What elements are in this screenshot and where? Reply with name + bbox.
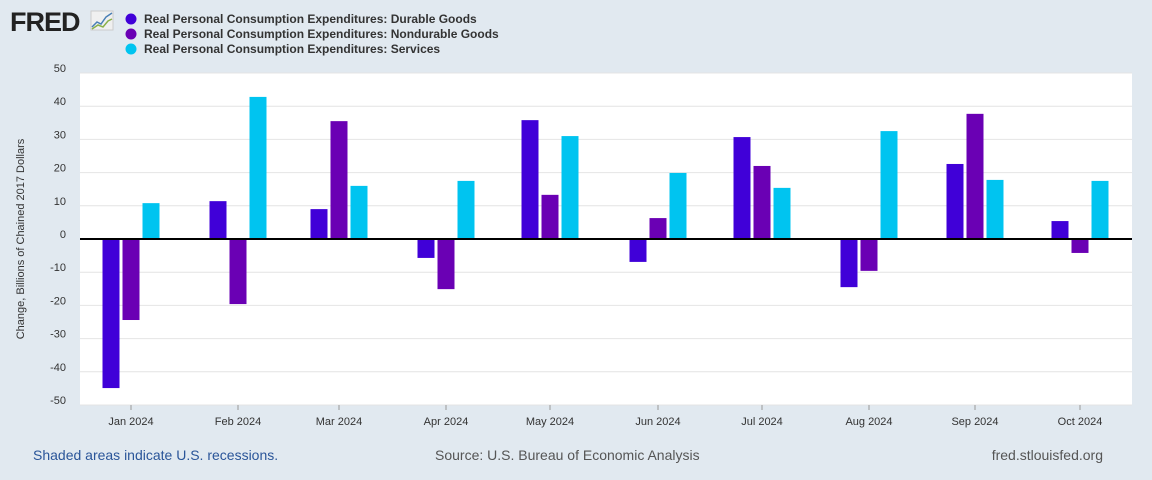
bars	[80, 96, 1132, 389]
x-tick-label: Jan 2024	[108, 416, 153, 428]
y-tick-label: -10	[50, 262, 66, 274]
bar[interactable]	[521, 120, 539, 239]
legend: Real Personal Consumption Expenditures: …	[125, 12, 499, 56]
bar[interactable]	[417, 239, 435, 258]
bar[interactable]	[102, 239, 120, 389]
bar[interactable]	[773, 187, 791, 239]
bar[interactable]	[860, 239, 878, 271]
fred-logo[interactable]: FRED	[10, 7, 114, 37]
bar[interactable]	[330, 121, 348, 239]
x-tick-label: Oct 2024	[1058, 416, 1103, 428]
legend-item[interactable]: Real Personal Consumption Expenditures: …	[144, 42, 440, 56]
y-tick-label: 40	[54, 96, 66, 108]
bar[interactable]	[649, 218, 667, 239]
bar[interactable]	[1091, 180, 1109, 239]
legend-marker	[125, 28, 137, 40]
source-note: Source: U.S. Bureau of Economic Analysis	[435, 447, 700, 463]
recession-note[interactable]: Shaded areas indicate U.S. recessions.	[33, 447, 278, 463]
bar[interactable]	[966, 113, 984, 239]
x-tick-label: May 2024	[526, 416, 574, 428]
bar[interactable]	[986, 179, 1004, 239]
bar[interactable]	[122, 239, 140, 321]
y-tick-label: -20	[50, 295, 66, 307]
x-axis: Jan 2024 Feb 2024 Mar 2024 Apr 2024 May 2024…	[108, 405, 1102, 428]
bar[interactable]	[946, 163, 964, 239]
bar[interactable]	[669, 172, 687, 239]
bar[interactable]	[350, 185, 368, 239]
bar[interactable]	[629, 239, 647, 262]
bar[interactable]	[229, 239, 247, 305]
x-tick-label: Jul 2024	[741, 416, 783, 428]
y-tick-label: -50	[50, 395, 66, 407]
bar[interactable]	[541, 194, 559, 239]
bar[interactable]	[249, 96, 267, 240]
x-tick-label: Jun 2024	[635, 416, 680, 428]
bar[interactable]	[733, 137, 751, 239]
y-tick-label: -40	[50, 362, 66, 374]
x-tick-label: Feb 2024	[215, 416, 261, 428]
bar[interactable]	[437, 239, 455, 290]
site-link[interactable]: fred.stlouisfed.org	[992, 447, 1103, 463]
bar[interactable]	[142, 203, 160, 239]
bar[interactable]	[209, 201, 227, 239]
y-tick-label: 30	[54, 129, 66, 141]
bar[interactable]	[310, 209, 328, 239]
legend-item[interactable]: Real Personal Consumption Expenditures: …	[144, 27, 499, 41]
y-axis-label: Change, Billions of Chained 2017 Dollars	[15, 138, 27, 339]
y-tick-label: 20	[54, 163, 66, 175]
bar[interactable]	[753, 165, 771, 239]
x-tick-label: Apr 2024	[424, 416, 469, 428]
legend-marker	[125, 13, 137, 25]
bar[interactable]	[1051, 221, 1069, 239]
y-tick-label: -30	[50, 329, 66, 341]
y-tick-label: 0	[60, 229, 66, 241]
x-tick-label: Mar 2024	[316, 416, 362, 428]
x-tick-label: Aug 2024	[845, 416, 892, 428]
logo-text[interactable]: FRED	[10, 7, 81, 37]
legend-item[interactable]: Real Personal Consumption Expenditures: …	[144, 12, 477, 26]
bar[interactable]	[457, 180, 475, 239]
bar[interactable]	[561, 136, 579, 239]
bar[interactable]	[880, 131, 898, 239]
y-tick-label: 10	[54, 196, 66, 208]
y-tick-label: 50	[54, 63, 66, 75]
legend-marker	[125, 43, 137, 55]
x-tick-label: Sep 2024	[951, 416, 998, 428]
bar[interactable]	[1071, 239, 1089, 253]
bar[interactable]	[840, 239, 858, 288]
